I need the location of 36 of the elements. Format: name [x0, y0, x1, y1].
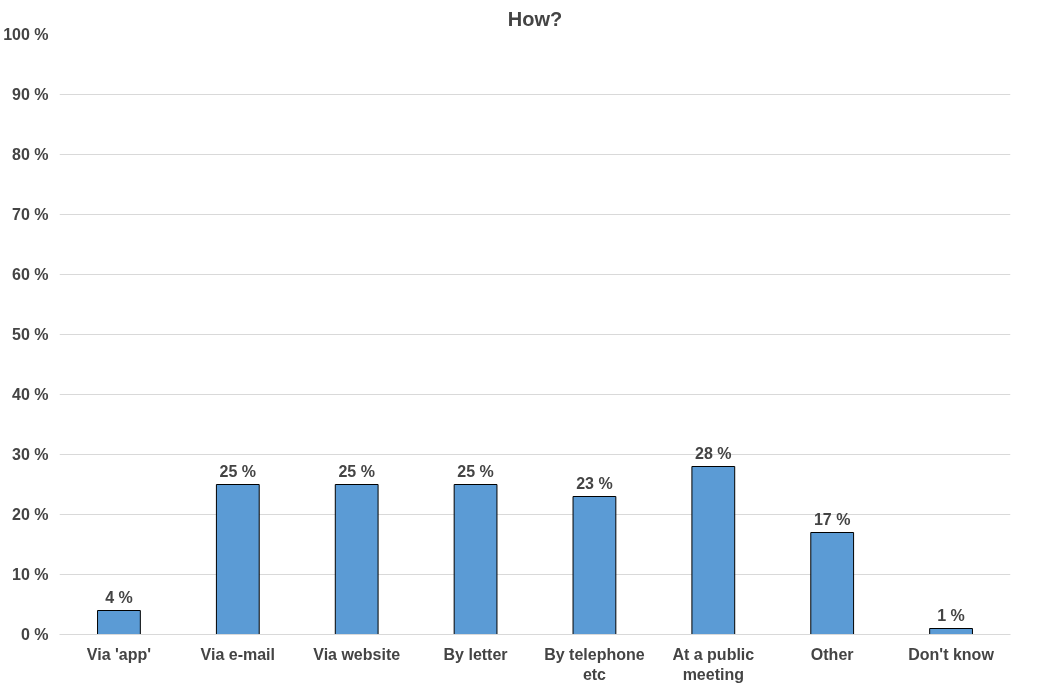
x-tick-label: Via 'app' — [86, 645, 152, 663]
x-tick-label: Via website — [313, 645, 401, 663]
y-tick-label: 70 % — [12, 206, 49, 223]
y-tick-label: 30 % — [12, 446, 49, 463]
x-tick-label: By telephone etc — [544, 645, 645, 683]
data-label: 25 % — [457, 462, 494, 480]
data-label: 4 % — [105, 588, 133, 606]
bar — [572, 496, 617, 635]
y-tick-label: 60 % — [12, 266, 49, 283]
y-tick-label: 40 % — [12, 386, 49, 403]
bar — [97, 610, 141, 635]
y-tick-label: 20 % — [12, 506, 49, 523]
data-label: 17 % — [813, 510, 851, 528]
data-label: 25 % — [219, 462, 257, 480]
bar — [691, 466, 736, 635]
x-tick-label: By letter — [443, 645, 508, 663]
bar — [929, 628, 973, 635]
y-tick-label: 0 % — [20, 626, 49, 643]
x-tick-label: Via e-mail — [200, 645, 276, 663]
bar — [810, 532, 855, 635]
chart-title: How? — [507, 7, 563, 30]
y-tick-label: 80 % — [12, 146, 49, 163]
data-label: 23 % — [576, 474, 613, 492]
y-tick-label: 100 % — [3, 26, 49, 43]
y-tick-label: 90 % — [12, 86, 49, 103]
bar — [215, 484, 260, 635]
y-tick-label: 50 % — [12, 326, 49, 343]
x-tick-label: At a public meeting — [672, 645, 755, 683]
data-label: 28 % — [695, 444, 732, 462]
bar — [453, 484, 498, 635]
data-label: 25 % — [338, 462, 375, 480]
x-tick-label: Don't know — [908, 645, 995, 663]
y-tick-label: 10 % — [12, 566, 49, 583]
data-label: 1 % — [937, 606, 965, 624]
bar — [334, 484, 379, 635]
x-tick-label: Other — [810, 645, 854, 663]
